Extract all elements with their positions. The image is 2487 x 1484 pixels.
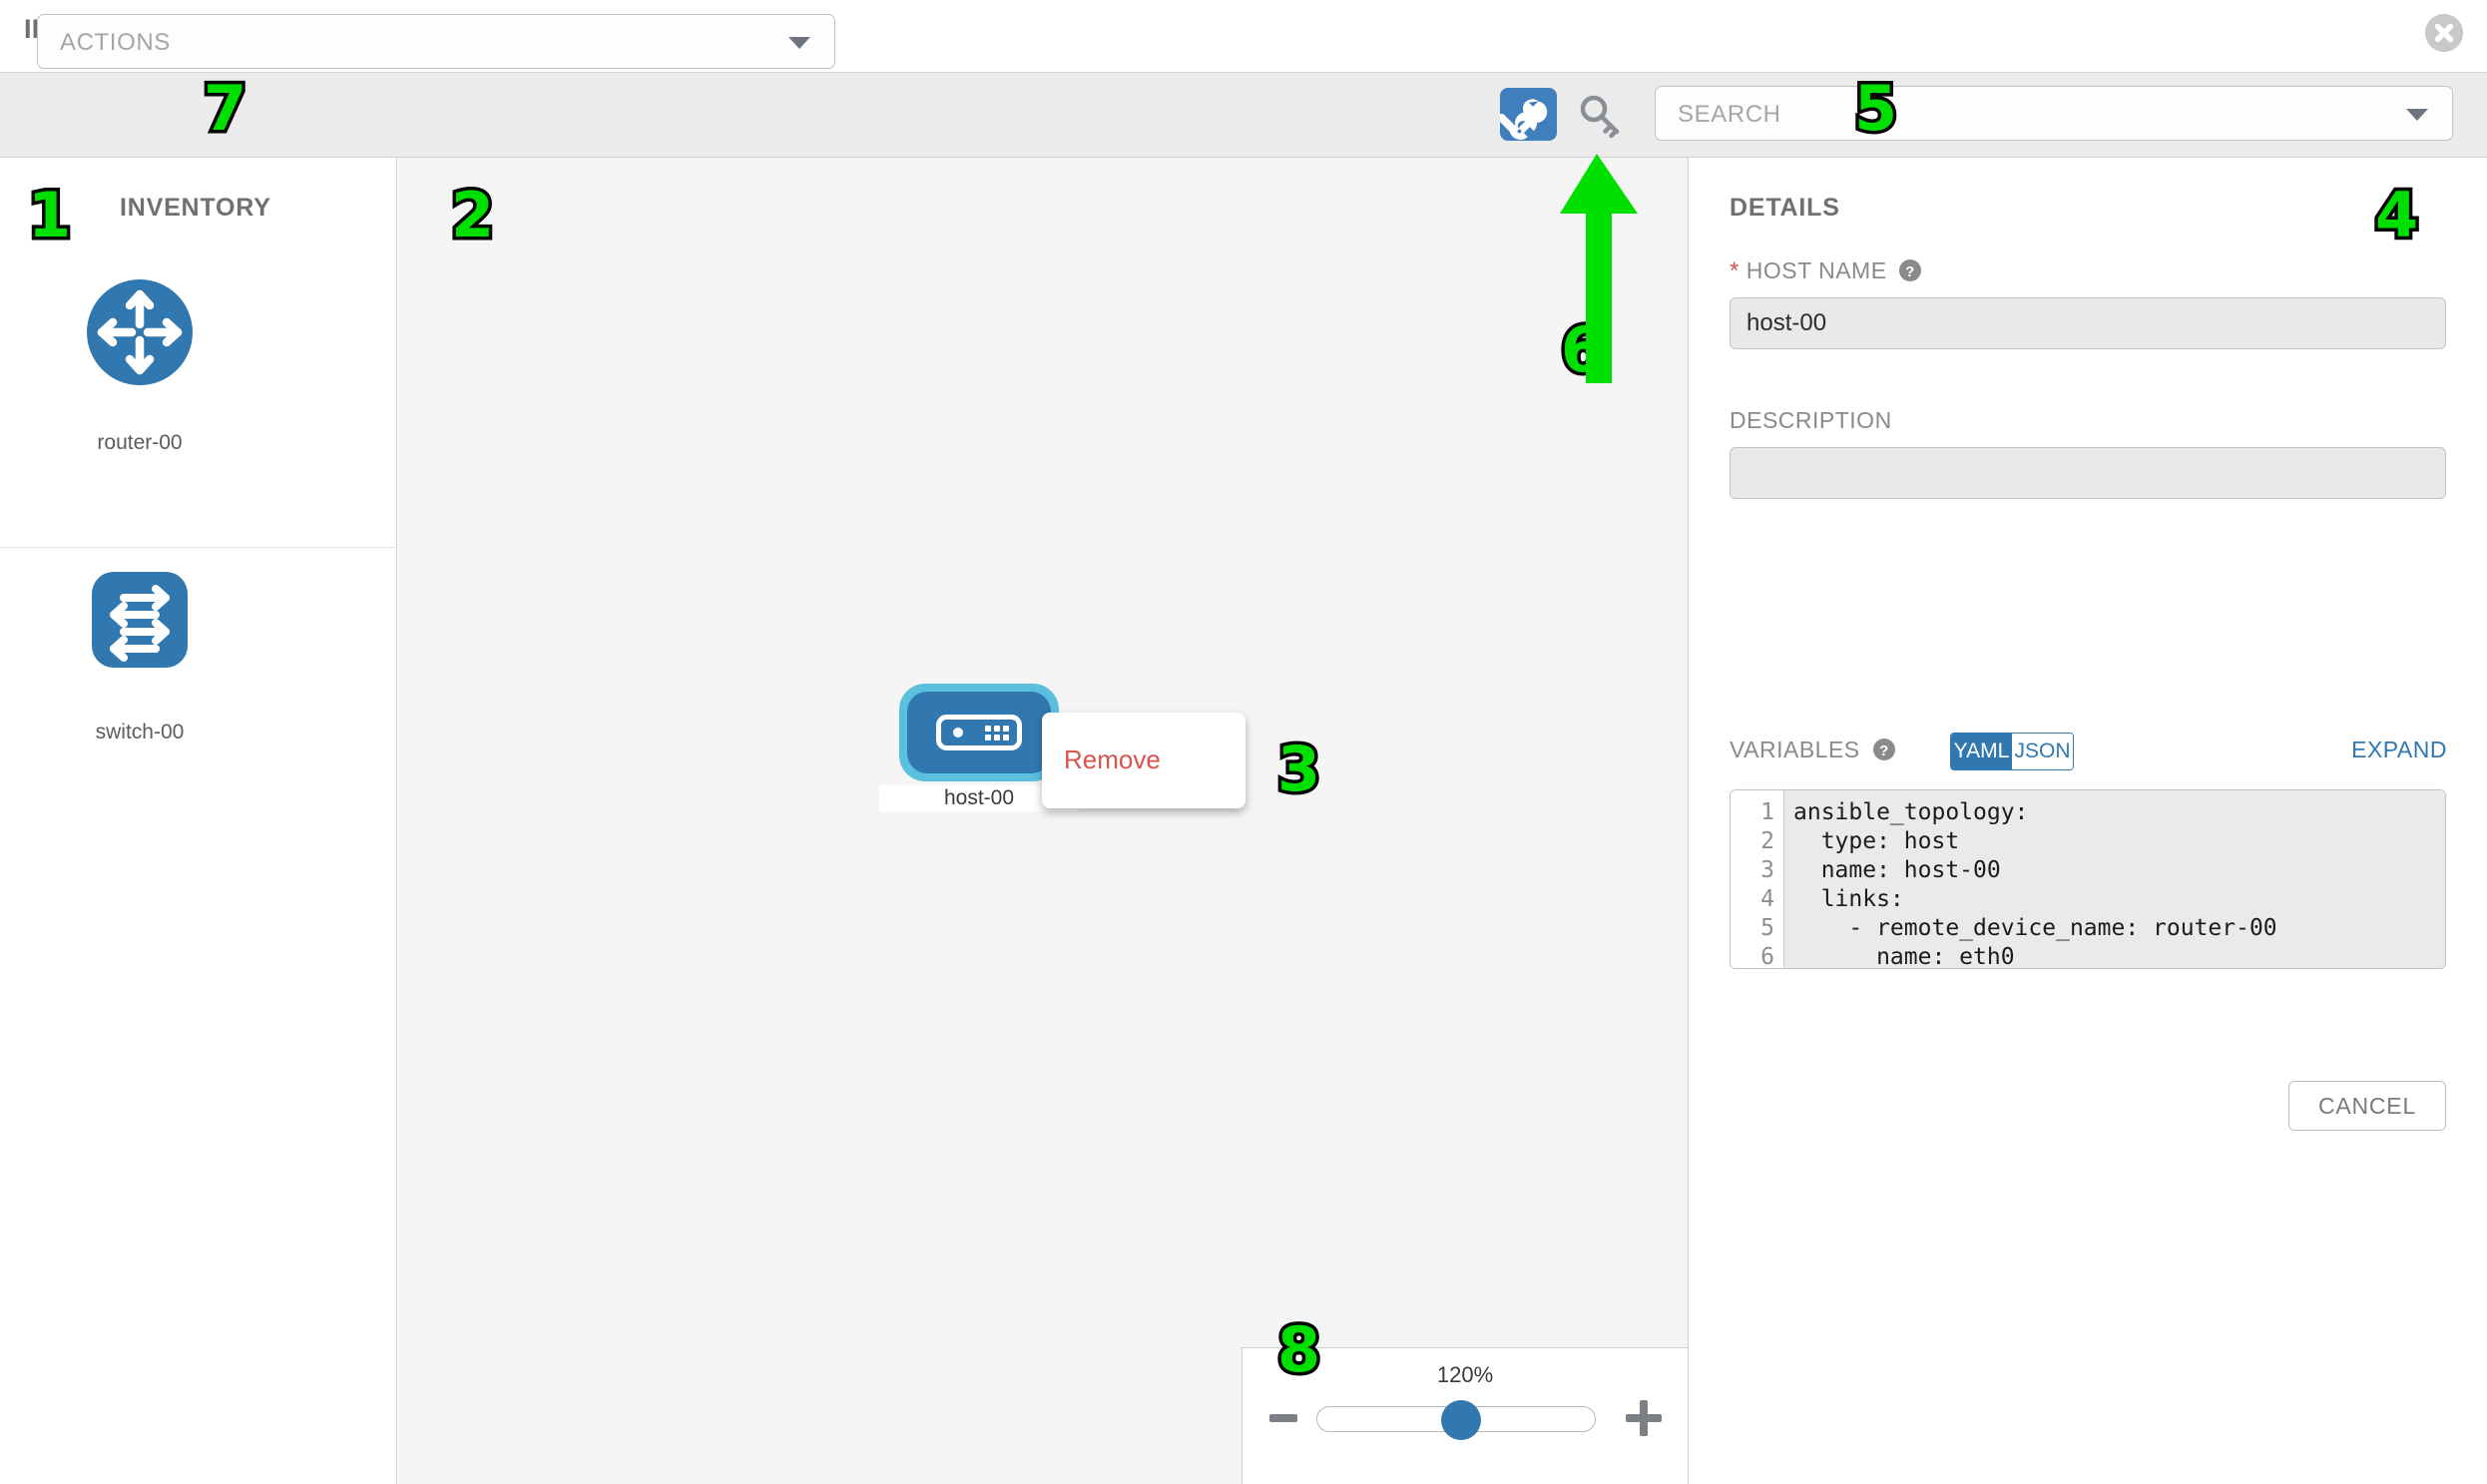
- host-name-field[interactable]: host-00: [1730, 297, 2446, 349]
- line-number: 2: [1760, 828, 1774, 854]
- code-line: links:: [1793, 886, 1904, 912]
- variables-format-toggle[interactable]: YAML JSON: [1950, 733, 2074, 770]
- editor-code-content[interactable]: ansible_topology: type: host name: host-…: [1784, 790, 2445, 968]
- expand-link[interactable]: EXPAND: [2351, 737, 2447, 762]
- variables-label: VARIABLES ?: [1730, 737, 1895, 766]
- actions-dropdown[interactable]: ACTIONS: [37, 14, 835, 69]
- details-title: DETAILS: [1730, 194, 1840, 222]
- svg-text:?: ?: [1906, 263, 1916, 280]
- minus-icon[interactable]: [1269, 1414, 1297, 1422]
- sidebar-title: INVENTORY: [120, 194, 271, 222]
- cancel-button[interactable]: CANCEL: [2288, 1081, 2446, 1131]
- key-icon[interactable]: [1575, 90, 1625, 140]
- help-circle-icon[interactable]: ?: [1899, 259, 1922, 287]
- zoom-control-panel: 120%: [1242, 1347, 1688, 1484]
- router-icon: [40, 272, 240, 427]
- server-icon: [936, 715, 1022, 755]
- variables-code-editor[interactable]: 1 2 3 4 5 6 7 ansible_topology: type: ho…: [1730, 789, 2446, 969]
- topology-canvas[interactable]: host-00 Details Remove 120%: [398, 158, 1689, 1484]
- sidebar-item-label: switch-00: [95, 721, 185, 743]
- close-icon[interactable]: [2425, 14, 2463, 52]
- line-number: 3: [1760, 857, 1774, 883]
- sidebar-item-router-00[interactable]: router-00: [40, 272, 240, 455]
- code-line: type: host: [1793, 828, 1960, 854]
- svg-text:?: ?: [1879, 742, 1889, 759]
- description-label: DESCRIPTION: [1730, 407, 1892, 433]
- chevron-down-icon[interactable]: [2406, 109, 2428, 121]
- plus-icon[interactable]: [1626, 1400, 1662, 1436]
- format-toggle-yaml[interactable]: YAML: [1951, 734, 2012, 769]
- zoom-slider-thumb[interactable]: [1441, 1400, 1481, 1440]
- node-body[interactable]: [907, 692, 1051, 773]
- line-number: 6: [1760, 944, 1774, 969]
- code-line: - remote_device_name: router-00: [1793, 915, 2277, 941]
- sidebar-item-switch-00[interactable]: switch-00: [40, 562, 240, 744]
- editor-line-numbers: 1 2 3 4 5 6 7: [1731, 790, 1784, 968]
- divider: [0, 547, 397, 548]
- context-menu-item-remove[interactable]: Remove: [1064, 744, 1161, 774]
- host-name-label-text: HOST NAME: [1745, 257, 1887, 283]
- line-number: 4: [1760, 886, 1774, 912]
- code-line: ansible_topology:: [1793, 799, 2029, 825]
- code-line: name: eth0: [1793, 944, 2015, 969]
- search-placeholder: SEARCH: [1678, 101, 1781, 128]
- code-line: name: host-00: [1793, 857, 2001, 883]
- line-number: 1: [1760, 799, 1774, 825]
- actions-dropdown-label: ACTIONS: [60, 29, 171, 56]
- description-field[interactable]: [1730, 447, 2446, 499]
- node-context-menu[interactable]: Details Remove: [1042, 713, 1245, 808]
- wrench-icon[interactable]: [1497, 88, 1557, 141]
- help-circle-icon[interactable]: ?: [1872, 739, 1895, 766]
- sidebar-item-label: router-00: [97, 431, 183, 454]
- search-input[interactable]: SEARCH: [1655, 86, 2453, 141]
- details-panel: DETAILS * HOST NAME ? host-00 DESCRIPTIO…: [1690, 158, 2487, 1484]
- line-number: 5: [1760, 915, 1774, 941]
- switch-icon: [40, 562, 240, 717]
- topology-node-host-00[interactable]: host-00: [879, 684, 1079, 811]
- zoom-level-value: 120%: [1436, 1362, 1494, 1387]
- inventory-sidebar: INVENTORY router-00: [0, 158, 397, 1484]
- required-marker: *: [1730, 257, 1740, 284]
- host-name-label: * HOST NAME ?: [1730, 257, 1922, 287]
- format-toggle-json[interactable]: JSON: [2012, 734, 2073, 769]
- chevron-down-icon: [788, 37, 810, 49]
- variables-label-text: VARIABLES: [1730, 737, 1860, 762]
